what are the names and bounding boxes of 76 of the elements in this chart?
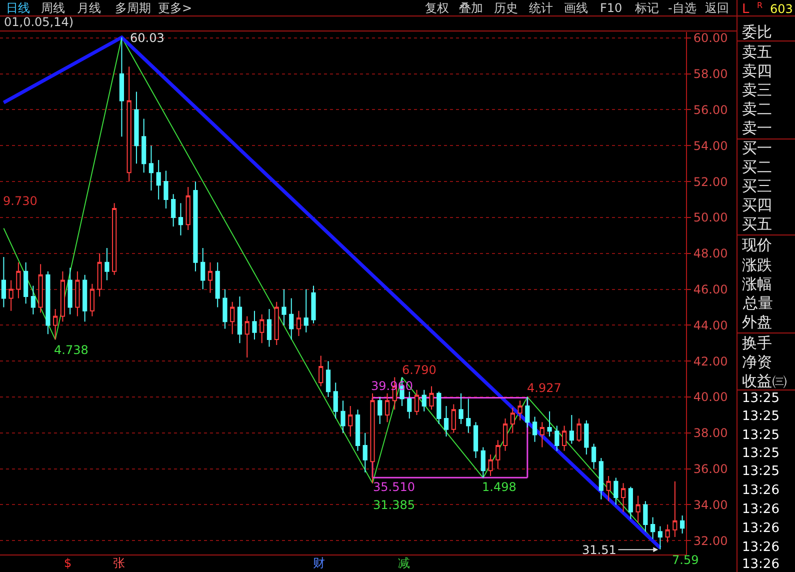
text: 收益㈢ [742,372,787,390]
y-tick-label: 44.00 [693,318,728,332]
text: 标记 [634,1,659,15]
text: 13:26 [742,557,780,572]
annotation: 60.03 [130,31,164,45]
text: 财 [313,556,325,570]
y-tick-label: 42.00 [693,354,728,368]
text: 叠加 [459,1,483,15]
text: 日线 [6,1,30,15]
y-tick-label: 54.00 [693,138,728,153]
text: 返回 [705,1,729,15]
text: 多周期 [115,1,151,15]
text: 买五 [742,215,772,233]
text: 外盘 [742,313,772,331]
text: 复权 [425,1,449,15]
y-tick-label: 56.00 [693,102,728,117]
text: 总量 [742,294,773,312]
y-tick-label: 32.00 [693,534,728,548]
annotation: 31.51 [582,543,616,557]
y-tick-label: 50.00 [693,210,728,225]
y-tick-label: 48.00 [693,246,728,261]
text: 13:25 [742,446,780,461]
annotation: 4.738 [54,343,88,357]
text: 涨幅 [742,275,772,293]
text: R [757,1,763,10]
text: $ [64,556,72,570]
y-tick-label: 34.00 [693,498,728,512]
text: L [742,2,750,17]
text: 13:26 [742,540,780,555]
annotation: 31.385 [373,498,415,512]
text: 买二 [742,158,772,176]
text: 卖三 [742,81,772,99]
annotation: 6.790 [402,363,436,377]
text: 603 [770,2,793,16]
text: 更多> [158,1,192,15]
text: 月线 [77,1,101,15]
text: 13:26 [742,502,780,517]
text: 买一 [742,139,772,157]
annotation: 9.730 [3,194,38,208]
text: 现价 [742,236,772,254]
text: 减 [398,556,410,570]
text: 卖五 [742,43,772,61]
text: 卖四 [742,62,772,80]
text: F10 [600,1,622,15]
text: 涨跌 [742,256,772,274]
text: 历史 [494,1,518,15]
annotation: 1.498 [482,480,516,494]
y-tick-label: 38.00 [693,426,728,440]
y-tick-label: 58.00 [693,67,728,82]
text: 13:25 [742,464,780,479]
y-tick-label: 60.00 [693,31,728,46]
text: 01,0.05,14) [4,15,74,29]
text: 13:25 [742,391,780,406]
text: 换手 [742,334,772,352]
text: 卖二 [742,100,772,118]
text: 周线 [41,1,65,15]
annotation: 35.510 [373,480,415,494]
text: 张 [113,556,125,570]
text: 13:26 [742,521,780,536]
text: 委比 [742,23,772,41]
annotation: 7.59 [672,553,699,567]
y-tick-label: 46.00 [693,282,728,296]
text: 卖一 [742,119,772,137]
text: 13:26 [742,483,780,498]
text: 净资 [742,353,772,371]
y-tick-label: 36.00 [693,462,728,476]
text: 买四 [742,196,772,214]
text: 统计 [529,1,553,15]
y-tick-label: 40.00 [693,390,728,404]
annotation: 4.927 [527,381,562,395]
text: 买三 [742,177,772,195]
text: 13:25 [742,428,780,443]
text: -自选 [668,1,696,15]
text: 画线 [564,1,588,15]
y-tick-label: 52.00 [693,174,728,189]
text: 13:25 [742,409,780,424]
